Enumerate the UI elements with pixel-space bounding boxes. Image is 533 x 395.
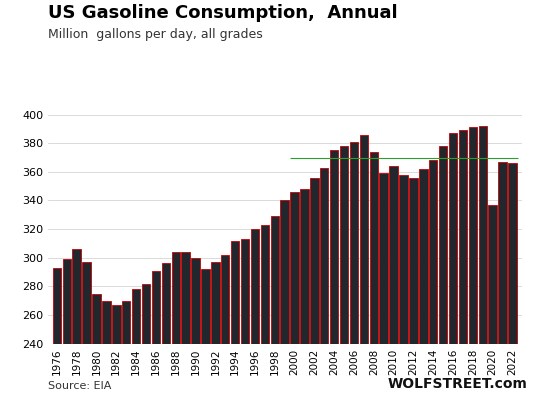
Bar: [122, 301, 131, 395]
Bar: [72, 249, 81, 395]
Bar: [152, 271, 160, 395]
Bar: [201, 269, 209, 395]
Bar: [290, 192, 299, 395]
Bar: [360, 135, 368, 395]
Bar: [379, 173, 388, 395]
Bar: [181, 252, 190, 395]
Bar: [390, 166, 398, 395]
Bar: [310, 177, 319, 395]
Bar: [172, 252, 180, 395]
Bar: [231, 241, 239, 395]
Bar: [251, 229, 259, 395]
Bar: [488, 205, 497, 395]
Bar: [161, 263, 170, 395]
Bar: [102, 301, 111, 395]
Bar: [498, 162, 507, 395]
Bar: [142, 284, 150, 395]
Text: Million  gallons per day, all grades: Million gallons per day, all grades: [48, 28, 263, 41]
Bar: [469, 128, 477, 395]
Bar: [191, 258, 200, 395]
Bar: [369, 152, 378, 395]
Bar: [419, 169, 427, 395]
Bar: [340, 146, 348, 395]
Bar: [261, 225, 269, 395]
Text: US Gasoline Consumption,  Annual: US Gasoline Consumption, Annual: [48, 4, 398, 22]
Bar: [132, 289, 140, 395]
Bar: [429, 160, 438, 395]
Bar: [409, 177, 418, 395]
Bar: [53, 268, 61, 395]
Bar: [112, 305, 120, 395]
Bar: [83, 262, 91, 395]
Bar: [241, 239, 249, 395]
Bar: [92, 293, 101, 395]
Bar: [330, 150, 338, 395]
Bar: [271, 216, 279, 395]
Bar: [459, 130, 467, 395]
Bar: [350, 142, 358, 395]
Bar: [449, 133, 457, 395]
Text: WOLFSTREET.com: WOLFSTREET.com: [388, 377, 528, 391]
Bar: [479, 126, 487, 395]
Bar: [508, 163, 516, 395]
Bar: [211, 262, 220, 395]
Bar: [439, 146, 447, 395]
Bar: [221, 255, 229, 395]
Text: Source: EIA: Source: EIA: [48, 381, 111, 391]
Bar: [280, 200, 289, 395]
Bar: [300, 189, 309, 395]
Bar: [62, 259, 71, 395]
Bar: [320, 167, 328, 395]
Bar: [399, 175, 408, 395]
